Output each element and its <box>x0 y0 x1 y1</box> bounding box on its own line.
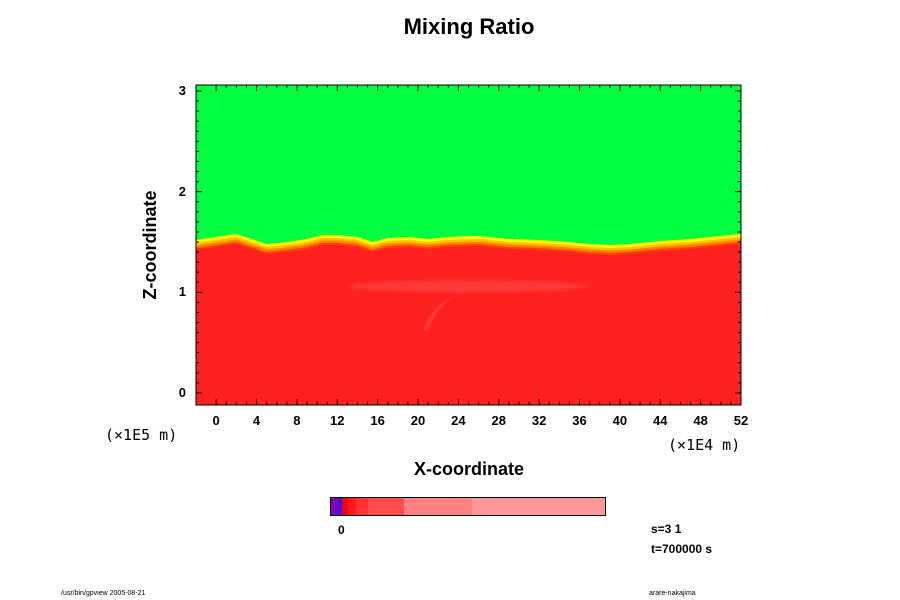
x-tick-label: 20 <box>410 413 426 428</box>
inner-plume <box>347 280 590 293</box>
y-tick-label: 2 <box>178 183 186 199</box>
colorbar-swatch <box>339 498 343 515</box>
x-tick-label: 48 <box>693 413 708 428</box>
colorbar-tick-label: 0 <box>338 523 345 537</box>
y-tick-label: 1 <box>178 284 186 300</box>
x-tick-label: 28 <box>491 413 506 428</box>
colorbar <box>330 497 606 516</box>
x-tick-label: 32 <box>531 413 547 428</box>
colorbar-swatch <box>404 498 473 515</box>
x-tick-label: 0 <box>212 413 220 428</box>
colorbar-swatch <box>356 498 368 515</box>
plume-stem <box>423 287 479 331</box>
plot-frame <box>195 84 742 406</box>
colorbar-swatch <box>342 498 348 515</box>
y-unit-label: (×1E5 m) <box>105 426 178 444</box>
y-tick-label: 3 <box>178 83 186 99</box>
x-tick-label: 16 <box>370 413 385 428</box>
x-tick-label: 24 <box>451 413 466 428</box>
colorbar-swatch <box>347 498 357 515</box>
footer-right: arare-nakajima <box>649 590 696 597</box>
y-tick-label: 0 <box>178 384 186 400</box>
x-tick-label: 44 <box>653 413 668 428</box>
heatmap-field <box>196 85 741 405</box>
footer-left: /usr/bin/gpview 2005-08-21 <box>61 590 146 597</box>
colorbar-swatch <box>367 498 405 515</box>
x-axis-label: X-coordinate <box>413 459 524 479</box>
colorbar-swatch <box>472 498 605 515</box>
x-unit-label: (×1E4 m) <box>668 436 741 454</box>
x-tick-label: 12 <box>330 413 345 428</box>
x-tick-label: 40 <box>612 413 628 428</box>
x-tick-label: 36 <box>572 413 587 428</box>
x-tick-label: 52 <box>733 413 749 428</box>
lower-region <box>196 244 741 405</box>
x-tick-label: 8 <box>293 413 301 428</box>
info-t: t=700000 s <box>651 542 713 556</box>
colorbar-swatch <box>331 498 340 515</box>
info-s: s=3 1 <box>651 522 682 536</box>
x-tick-label: 4 <box>252 413 261 428</box>
chart-title: Mixing Ratio <box>403 14 535 39</box>
